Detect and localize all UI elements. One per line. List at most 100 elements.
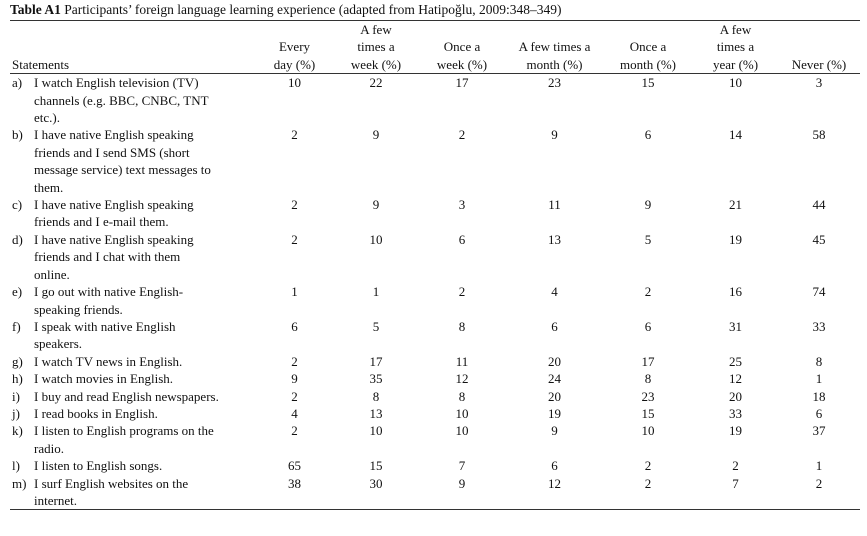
row-label: h) <box>12 371 23 387</box>
value-cell: 2 <box>644 475 652 491</box>
value-cell: 10 <box>288 75 302 91</box>
value-cell: 15 <box>641 75 655 91</box>
value-cell: 2 <box>291 423 298 439</box>
value-cell: 2 <box>644 458 652 474</box>
value-cell: 6 <box>291 318 298 334</box>
value-cell: 3 <box>458 197 466 213</box>
value-cell: 12 <box>455 371 469 387</box>
value-cell: 15 <box>641 405 655 421</box>
row-label: d) <box>12 231 23 247</box>
value-cell: 10 <box>369 423 383 439</box>
value-cell: 2 <box>291 197 298 213</box>
value-cell: 1 <box>372 284 380 300</box>
value-cell: 20 <box>548 353 562 369</box>
value-cell: 6 <box>458 231 466 247</box>
value-cell: 9 <box>458 475 466 491</box>
header-cell: Once a week (%) <box>418 21 506 74</box>
row-label: l) <box>12 458 20 474</box>
value-cell: 37 <box>812 423 826 439</box>
value-cell: 8 <box>815 353 823 369</box>
value-cell: 6 <box>551 318 558 334</box>
value-cell: 33 <box>729 405 743 421</box>
row-label: j) <box>12 405 20 421</box>
header-text: A few times a week (%) <box>350 22 402 72</box>
value-cell: 23 <box>548 75 562 91</box>
value-cell: 1 <box>815 371 823 387</box>
statement: I listen to English songs. <box>34 458 163 474</box>
value-cell: 13 <box>369 405 383 421</box>
value-cell: 20 <box>729 388 743 404</box>
value-cell: 2 <box>644 284 652 300</box>
table-row: h) I watch movies in English. 9 35 12 24 8 12 1 <box>10 370 860 387</box>
value-cell: 9 <box>644 197 652 213</box>
statement: I have native English speaking friends a… <box>34 127 211 195</box>
value-cell: 9 <box>372 127 380 143</box>
value-cell: 3 <box>815 75 823 91</box>
value-cell: 44 <box>812 197 826 213</box>
value-cell: 12 <box>548 475 562 491</box>
value-cell: 10 <box>455 405 469 421</box>
value-cell: 4 <box>291 405 298 421</box>
value-cell: 7 <box>732 475 739 491</box>
value-cell: 8 <box>644 371 652 387</box>
statement: I go out with native English-speaking fr… <box>34 284 184 317</box>
table-row: e) I go out with native English-speaking … <box>10 283 860 318</box>
value-cell: 11 <box>548 197 561 213</box>
row-label: a) <box>12 75 23 91</box>
value-cell: 10 <box>369 231 383 247</box>
value-cell: 20 <box>548 388 562 404</box>
value-cell: 33 <box>812 318 826 334</box>
value-cell: 10 <box>729 75 743 91</box>
row-label: i) <box>12 388 20 404</box>
table: Statements Every day (%) A few times a wee… <box>10 20 861 510</box>
value-cell: 13 <box>548 231 562 247</box>
value-cell: 38 <box>288 475 302 491</box>
value-cell: 19 <box>729 231 743 247</box>
row-label: c) <box>12 197 23 213</box>
row-label: g) <box>12 353 23 369</box>
value-cell: 45 <box>812 231 826 247</box>
value-cell: 1 <box>815 458 823 474</box>
table-row: f) I speak with native English speakers. 6… <box>10 318 860 353</box>
value-cell: 12 <box>729 371 743 387</box>
header-cell: A few times a month (%) <box>506 21 603 74</box>
value-cell: 17 <box>455 75 469 91</box>
value-cell: 2 <box>458 284 466 300</box>
value-cell: 23 <box>641 388 655 404</box>
value-cell: 16 <box>729 284 743 300</box>
value-cell: 6 <box>644 127 652 143</box>
value-cell: 6 <box>551 458 558 474</box>
value-cell: 9 <box>291 371 298 387</box>
row-label: e) <box>12 284 23 300</box>
row-label: m) <box>12 475 27 491</box>
row-label: k) <box>12 423 23 439</box>
value-cell: 5 <box>372 318 380 334</box>
table-row: l) I listen to English songs. 65 15 7 6 2 2 1 <box>10 457 860 474</box>
table-row: b) I have native English speaking friends… <box>10 126 860 196</box>
value-cell: 15 <box>369 458 383 474</box>
value-cell: 8 <box>372 388 380 404</box>
header-text: Once a week (%) <box>436 39 488 72</box>
value-cell: 2 <box>291 231 298 247</box>
table-row: i) I buy and read English newspapers. 2 8 8 2… <box>10 388 860 405</box>
statement: I surf English websites on the internet. <box>34 475 189 508</box>
value-cell: 35 <box>369 371 383 387</box>
header-text: A few times a year (%) <box>712 22 759 72</box>
header-text: Once a month (%) <box>620 39 676 72</box>
value-cell: 65 <box>288 458 302 474</box>
statement: I watch movies in English. <box>34 371 174 387</box>
statement: I read books in English. <box>34 405 158 421</box>
header-text: Every day (%) <box>273 39 316 72</box>
value-cell: 9 <box>372 197 380 213</box>
value-cell: 10 <box>641 423 655 439</box>
statement: I listen to English programs on the radi… <box>34 423 214 456</box>
value-cell: 6 <box>815 405 823 421</box>
value-cell: 9 <box>551 423 558 439</box>
value-cell: 1 <box>291 284 298 300</box>
header-cell: A few times a week (%) <box>334 21 418 74</box>
row-label: f) <box>12 318 21 334</box>
statement: I speak with native English speakers. <box>34 318 176 352</box>
table-body: a) I watch English television (TV) channe… <box>10 74 861 510</box>
value-cell: 10 <box>455 423 469 439</box>
